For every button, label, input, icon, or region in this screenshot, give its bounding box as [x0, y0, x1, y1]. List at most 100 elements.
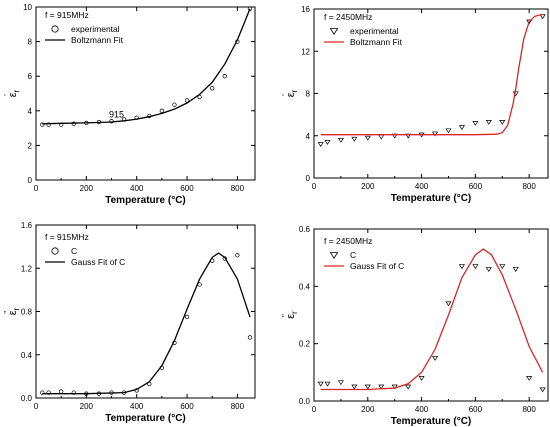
legend-title: f = 915MHz [45, 10, 89, 20]
data-point [499, 264, 506, 270]
y-tick-label: 0 [28, 176, 33, 185]
data-point [472, 121, 479, 126]
y-axis-label: εr'' [281, 311, 299, 319]
x-tick-label: 600 [180, 184, 194, 193]
data-point [46, 390, 51, 395]
annotation-label: 915 [109, 110, 124, 120]
legend-entry-label: experimental [71, 24, 120, 34]
y-tick-label: 1.6 [21, 221, 33, 230]
legend-title: f = 915MHz [45, 232, 89, 242]
chart-panel-4: 0 200 400 600 800 0.0 0.2 0.4 0.6 Temperature (°C… [281, 225, 549, 427]
legend-entry-label: C [71, 246, 77, 256]
x-axis-label: Temperature (°C) [391, 416, 472, 427]
x-tick-label: 200 [80, 184, 94, 193]
data-point [485, 267, 492, 272]
data-point [432, 355, 439, 361]
y-tick-label: 4 [306, 132, 311, 141]
data-point [324, 381, 331, 387]
y-axis-label-subscript: r [12, 89, 21, 92]
legend-circle-swatch [51, 25, 59, 33]
y-tick-label: 2 [28, 141, 33, 150]
data-point [235, 253, 240, 258]
legend-title: f = 2450MHz [324, 236, 372, 246]
x-tick-label: 0 [312, 405, 317, 414]
data-point [172, 102, 177, 107]
x-tick-label: 800 [522, 182, 536, 191]
fit-curve [320, 248, 544, 391]
y-axis-label-symbol: ε [7, 92, 19, 97]
data-point [317, 142, 324, 148]
legend-entry-label: Boltzmann Fit [350, 37, 403, 47]
y-tick-label: 0.0 [299, 397, 311, 406]
x-tick-label: 800 [231, 402, 245, 411]
data-point [351, 136, 358, 142]
data-point [324, 140, 331, 145]
data-point [526, 19, 533, 25]
y-tick-label: 6 [28, 72, 33, 81]
y-tick-label: 16 [301, 5, 310, 14]
data-point [317, 381, 324, 387]
y-tick-label: 0.4 [21, 351, 33, 360]
y-tick-label: 0.0 [21, 394, 33, 403]
y-tick-label: 10 [23, 3, 32, 12]
legend-triangle-swatch [329, 252, 339, 259]
fit-curve [320, 13, 543, 136]
y-tick-label: 8 [306, 90, 311, 99]
legend-entry-label: Boltzmann Fit [71, 35, 124, 45]
y-axis-label-mark: ' [281, 94, 290, 96]
x-tick-label: 400 [130, 402, 144, 411]
x-tick-label: 400 [415, 405, 429, 414]
x-axis-label: Temperature (°C) [105, 195, 186, 206]
data-point [499, 119, 506, 125]
plot-frame [35, 6, 256, 181]
data-point [364, 135, 371, 141]
y-axis-label-subscript: r [12, 307, 21, 310]
y-axis-label: εr' [281, 89, 299, 97]
data-point [378, 384, 385, 390]
chart-panel-2: 0 200 400 600 800 0 4 8 12 16 Temperature (°C) εr' f… [281, 5, 549, 204]
y-axis-label-subscript: r [290, 89, 299, 92]
y-tick-label: 4 [28, 107, 33, 116]
data-point [247, 335, 253, 340]
y-tick-label: 0.2 [299, 340, 311, 349]
data-point [512, 267, 519, 272]
data-point [46, 122, 51, 127]
data-point [405, 384, 412, 390]
y-axis-label-mark: ' [3, 94, 12, 96]
data-point [337, 137, 344, 143]
legend-entry-label: experimental [350, 26, 399, 36]
data-point [485, 119, 492, 125]
y-axis-label-symbol: ε [285, 314, 297, 319]
y-tick-label: 1.2 [21, 264, 33, 273]
y-axis-label-mark: '' [3, 310, 12, 314]
x-axis-label: Temperature (°C) [105, 413, 186, 424]
y-axis-label: εr' [3, 89, 21, 97]
data-point [337, 380, 344, 386]
x-tick-label: 0 [34, 184, 39, 193]
y-axis-label-mark: '' [281, 314, 290, 318]
x-tick-label: 600 [469, 182, 483, 191]
x-tick-label: 200 [361, 405, 375, 414]
fit-curve [42, 8, 251, 125]
y-tick-label: 0 [306, 174, 311, 183]
y-axis-label: εr'' [3, 307, 21, 315]
data-point [222, 74, 227, 79]
data-point [418, 376, 425, 381]
data-point [210, 86, 215, 91]
y-axis-label-symbol: ε [285, 92, 297, 97]
data-point [472, 264, 479, 270]
data-point [59, 389, 64, 394]
data-point [40, 390, 45, 395]
plot-frame [313, 228, 549, 402]
chart-panel-3: 0 200 400 600 800 0.0 0.4 0.8 1.2 1.6 Temperature … [3, 221, 256, 424]
data-point [71, 390, 76, 395]
data-point [458, 125, 465, 131]
data-point [391, 384, 398, 390]
x-tick-label: 400 [130, 184, 144, 193]
y-tick-label: 0.6 [299, 225, 311, 234]
y-axis-label-symbol: ε [7, 310, 19, 315]
x-tick-label: 600 [180, 402, 194, 411]
legend-triangle-swatch [329, 28, 339, 35]
data-point [445, 128, 452, 134]
